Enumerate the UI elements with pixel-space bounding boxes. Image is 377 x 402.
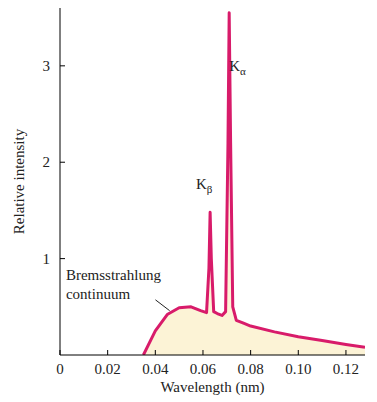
annotation-line: continuum — [66, 286, 130, 302]
annotation: Bremsstrahlung continuum — [66, 267, 161, 302]
y-tick-label: 1 — [43, 251, 51, 267]
annotation-main: K — [196, 176, 207, 192]
y-tick-label: 2 — [43, 154, 51, 170]
chart: 0 0.02 0.04 0.06 0.08 0.10 0.12 1 2 3 Wavelength (… — [0, 0, 377, 402]
y-axis — [60, 8, 61, 355]
x-tick-label: 0.06 — [190, 361, 217, 377]
annotation-main: K — [229, 58, 240, 74]
x-tick-label: 0.08 — [238, 361, 264, 377]
y-axis-label: Relative intensity — [11, 128, 27, 234]
continuum-fill — [143, 13, 365, 355]
x-tick-label: 0.04 — [142, 361, 169, 377]
leader-line — [155, 300, 169, 311]
spectrum-line — [143, 13, 365, 355]
annotation: Kβ — [196, 176, 213, 195]
x-tick — [202, 350, 203, 355]
y-tick-label: 3 — [43, 58, 51, 74]
x-tick-label: 0.02 — [95, 361, 121, 377]
y-tick — [60, 258, 65, 259]
x-axis — [60, 355, 365, 356]
x-tick — [60, 350, 61, 355]
annotation-line: Bremsstrahlung — [66, 267, 161, 283]
y-tick — [60, 162, 65, 163]
x-tick — [250, 350, 251, 355]
annotation-sub: β — [207, 183, 213, 195]
plot-area — [143, 13, 365, 355]
annotation-sub: α — [240, 65, 246, 77]
x-tick — [155, 350, 156, 355]
x-axis-label: Wavelength (nm) — [160, 379, 264, 396]
x-tick — [345, 350, 346, 355]
y-tick — [60, 65, 65, 66]
x-tick-label: 0.12 — [333, 361, 359, 377]
x-tick — [298, 350, 299, 355]
x-tick-label: 0.10 — [285, 361, 311, 377]
x-tick-label: 0 — [56, 361, 64, 377]
annotation: Kα — [229, 58, 246, 77]
x-tick — [107, 350, 108, 355]
